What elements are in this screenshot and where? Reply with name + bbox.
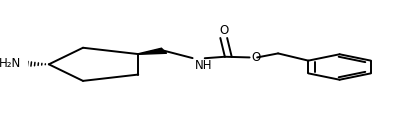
Text: NH: NH — [195, 59, 212, 72]
Polygon shape — [138, 48, 167, 54]
Text: H₂N: H₂N — [0, 57, 21, 70]
Text: O: O — [219, 24, 228, 37]
Text: O: O — [251, 51, 261, 64]
